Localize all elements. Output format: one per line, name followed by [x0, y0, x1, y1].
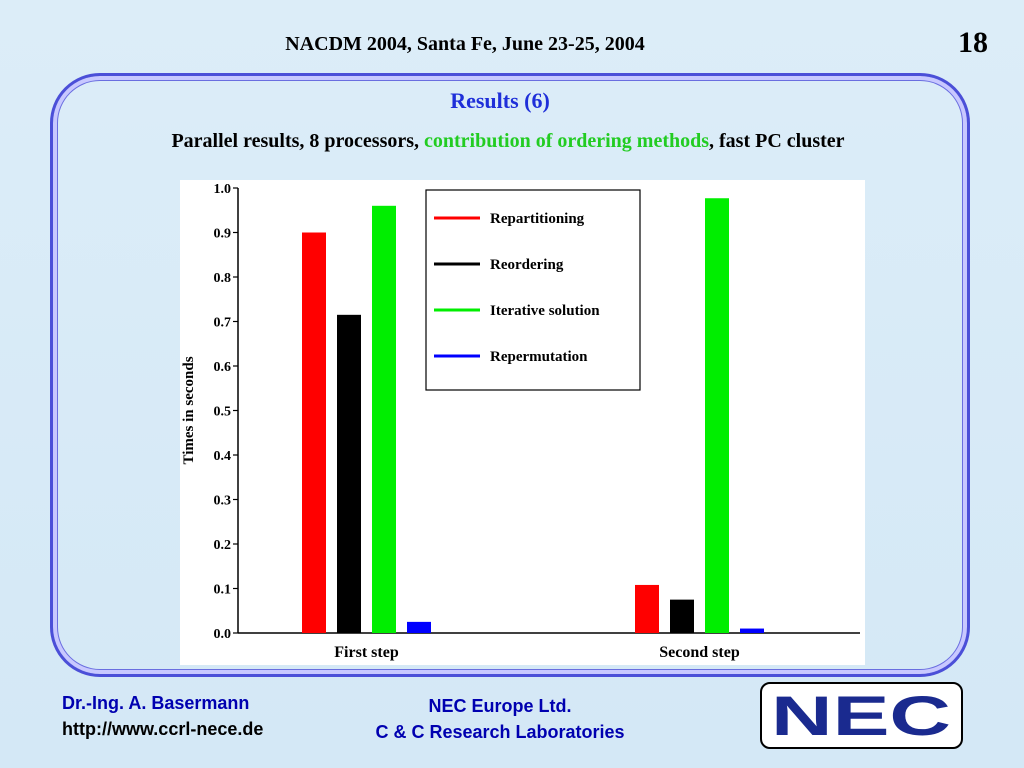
y-tick-label: 0.2 [214, 538, 232, 553]
bar-iterative-solution [705, 198, 729, 634]
bar-repermutation [407, 621, 431, 633]
y-tick-label: 0.7 [214, 316, 232, 331]
svg-text:NEC: NEC [771, 684, 951, 747]
subtitle-pre: Parallel results, 8 processors, [171, 130, 425, 152]
bar-reordering [670, 599, 694, 633]
legend-label: Repartitioning [490, 211, 585, 227]
x-category-label: First step [334, 644, 399, 661]
bar-repermutation [740, 628, 764, 633]
subtitle-post: , fast PC cluster [709, 130, 845, 152]
subtitle-highlight: contribution of ordering methods [424, 130, 710, 152]
legend-label: Iterative solution [490, 303, 600, 319]
legend-label: Reordering [490, 257, 564, 273]
y-tick-label: 0.8 [214, 271, 232, 286]
y-tick-label: 0.9 [214, 227, 232, 242]
x-category-label: Second step [659, 644, 740, 661]
chart-panel: 0.0 0.1 0.2 0.3 0.4 0.5 0.6 0.7 0.8 0.9 1.0 Times i… [180, 180, 865, 665]
author-block: Dr.-Ing. A. Basermann http://www.ccrl-ne… [62, 690, 263, 742]
y-tick-label: 0.4 [214, 449, 232, 464]
bar-iterative-solution [372, 205, 396, 634]
org-name: NEC Europe Ltd. [428, 696, 572, 716]
org-lab: C & C Research Laboratories [375, 722, 625, 742]
legend-label: Repermutation [490, 349, 588, 365]
bar-chart: 0.0 0.1 0.2 0.3 0.4 0.5 0.6 0.7 0.8 0.9 1.0 Times i… [181, 182, 860, 661]
author-url[interactable]: http://www.ccrl-nece.de [62, 719, 264, 739]
nec-logo: NEC [760, 682, 963, 749]
author-name: Dr.-Ing. A. Basermann [62, 693, 250, 713]
y-tick-label: 0.6 [214, 360, 232, 375]
y-axis-label: Times in seconds [181, 356, 197, 464]
nec-logo-mark: NEC [771, 684, 951, 747]
bar-reordering [337, 314, 361, 633]
slide-subtitle: Parallel results, 8 processors, contribu… [0, 130, 1016, 153]
y-tick-label: 1.0 [214, 182, 232, 197]
y-tick-label: 0.3 [214, 494, 232, 509]
slide-heading: Results (6) [450, 88, 550, 113]
slide-number: 18 [958, 26, 988, 59]
content-frame [50, 73, 970, 677]
bar-repartitioning [302, 232, 326, 633]
conference-title: NACDM 2004, Santa Fe, June 23-25, 2004 [285, 33, 645, 55]
y-tick-label: 0.0 [214, 627, 232, 642]
bar-repartitioning [635, 584, 659, 633]
y-tick-label: 0.5 [214, 405, 232, 420]
organization-block: NEC Europe Ltd. C & C Research Laborator… [330, 693, 670, 745]
y-tick-label: 0.1 [214, 583, 232, 598]
